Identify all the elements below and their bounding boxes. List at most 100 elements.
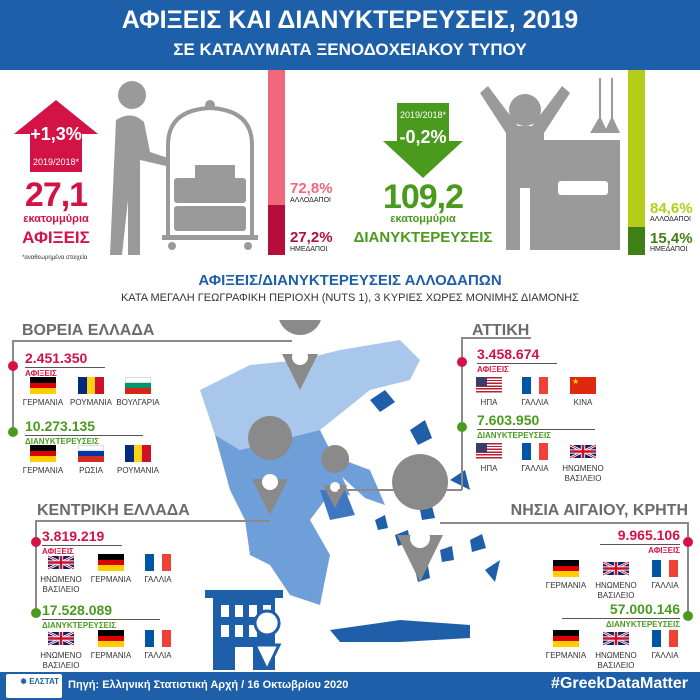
flag-uk-icon [48,554,74,571]
connector-line [687,522,689,616]
country-label: ΓΑΛΛΙΑ [651,581,679,590]
country-label: ΗΝΩΜΕΝΟ ΒΑΣΙΛΕΙΟ [595,651,637,670]
flag-ru-icon [78,445,104,462]
arrivals-label: ΑΦΙΞΕΙΣ [22,228,90,247]
connector-line [12,340,14,432]
nights-value: 109,2 [382,178,464,216]
flag-fr-icon [145,630,171,647]
nights-domestic-label: ΗΜΕΔΑΠΟΙ [650,246,688,253]
country-label: ΓΕΡΜΑΝΙΑ [545,651,587,660]
connector-line [35,520,270,522]
up-arrow-icon [14,100,98,172]
country-label: ΗΠΑ [480,464,498,473]
nights-change: -0,2% [399,127,447,147]
country-label: ΓΑΛΛΙΑ [521,398,549,407]
region-arrivals-value: 3.458.674 [477,346,540,362]
nights-domestic-pct: 15,4% [650,230,693,247]
arrivals-dot [31,537,41,547]
arrivals-share-bar [268,70,285,255]
elstat-logo: ✹ ΕΛΣΤΑΤ [6,674,62,698]
country-label: ΗΝΩΜΕΝΟ ΒΑΣΙΛΕΙΟ [40,651,82,670]
region-nights-label: ΔΙΑΝΥΚΤΕΡΕΥΣΕΙΣ [477,431,552,440]
region-arrivals-label: ΑΦΙΞΕΙΣ [648,546,680,555]
country-label: ΗΝΩΜΕΝΟ ΒΑΣΙΛΕΙΟ [595,581,637,600]
flag-bg-icon [125,377,151,394]
region-arrivals-value: 9.965.106 [617,527,680,543]
nights-unit: εκατομμύρια [390,213,456,225]
country-label: ΗΝΩΜΕΝΟ ΒΑΣΙΛΕΙΟ [40,575,82,594]
flag-fr-icon [652,630,678,647]
country-label: ΓΕΡΜΑΝΙΑ [545,581,587,590]
region-arrivals-label: ΑΦΙΞΕΙΣ [477,365,509,374]
arrivals-domestic-pct: 27,2% [290,229,333,246]
country-label: ΒΟΥΛΓΑΡΙΑ [116,398,160,407]
nights-dot [8,427,18,437]
footnote: *αναθεωρημένα στοιχεία [22,255,88,261]
bellhop-trolley-icon [110,81,258,255]
flag-uk-icon [48,630,74,647]
underline [25,435,143,436]
connector-line [35,520,37,614]
map-aegean-islands [330,390,500,642]
arrivals-foreign-label: ΑΛΛΟΔΑΠΟΙ [290,197,331,204]
connector-line [338,489,462,491]
nights-dot [457,422,467,432]
region-nights-value: 10.273.135 [25,418,96,434]
connector-line [461,337,463,490]
flag-ro-icon [125,445,151,462]
arrivals-change: +1,3% [30,124,82,144]
arrivals-value: 27,1 [24,176,88,214]
flag-cn-icon: ★ [570,377,596,394]
map-central-greece [215,430,350,605]
country-label: ΡΟΥΜΑΝΙΑ [70,398,112,407]
underline [42,619,160,620]
region-arrivals-label: ΑΦΙΞΕΙΣ [42,547,74,556]
country-label: ΓΕΡΜΑΝΙΑ [90,575,132,584]
region-nights-value: 7.603.950 [477,412,540,428]
arrivals-unit: εκατομμύρια [23,213,89,225]
nights-foreign-pct: 84,6% [650,200,693,217]
source-text: Πηγή: Ελληνική Στατιστική Αρχή / 16 Οκτω… [68,679,349,691]
connector-line [440,522,688,524]
flag-uk-icon [570,443,596,460]
hotel-building-icon [205,590,283,670]
region-nights-value: 57.000.146 [609,601,680,617]
flag-uk-icon [603,560,629,577]
underline [600,544,680,545]
flag-us-icon [476,377,502,394]
country-label: ΗΝΩΜΕΝΟ ΒΑΣΙΛΕΙΟ [562,464,604,483]
section-subtitle: ΚΑΤΑ ΜΕΓΑΛΗ ΓΕΩΓΡΑΦΙΚΗ ΠΕΡΙΟΧΗ (NUTS 1),… [120,292,580,304]
underline [42,545,122,546]
location-pin-icons [248,320,449,582]
arrivals-dot [8,361,18,371]
country-label: ΓΕΡΜΑΝΙΑ [90,651,132,660]
flag-fr-icon [522,377,548,394]
region-nights-value: 17.528.089 [42,602,113,618]
map-attica [320,490,355,520]
arrivals-dot [683,537,693,547]
down-arrow-icon [383,103,463,178]
flag-us-icon [476,443,502,460]
country-label: ΓΑΛΛΙΑ [651,651,679,660]
arrivals-dot [457,357,467,367]
region-title: ΝΗΣΙΑ ΑΙΓΑΙΟΥ, ΚΡΗΤΗ [510,502,688,519]
nights-label: ΔΙΑΝΥΚΤΕΡΕΥΣΕΙΣ [353,229,493,246]
country-label: ΗΠΑ [480,398,498,407]
nights-dot [683,611,693,621]
region-title: ΑΤΤΙΚΗ [472,322,530,339]
nights-period: 2019/2018* [399,110,447,120]
flag-fr-icon [522,443,548,460]
page-title: ΑΦΙΞΕΙΣ ΚΑΙ ΔΙΑΝΥΚΤΕΡΕΥΣΕΙΣ, 2019 [121,6,579,34]
flag-uk-icon [603,630,629,647]
region-arrivals-label: ΑΦΙΞΕΙΣ [25,369,57,378]
arrivals-domestic-label: ΗΜΕΔΑΠΟΙ [290,246,328,253]
guest-bed-icon [480,78,620,250]
section-title: ΑΦΙΞΕΙΣ/ΔΙΑΝΥΚΤΕΡΕΥΣΕΙΣ ΑΛΛΟΔΑΠΩΝ [198,272,502,289]
country-label: ΓΕΡΜΑΝΙΑ [22,466,64,475]
underline [25,367,105,368]
country-label: ΡΟΥΜΑΝΙΑ [117,466,159,475]
region-arrivals-value: 3.819.219 [42,528,105,544]
page-subtitle: ΣΕ ΚΑΤΑΛΥΜΑΤΑ ΞΕΝΟΔΟΧΕΙΑΚΟΥ ΤΥΠΟΥ [173,40,527,59]
region-title: ΒΟΡΕΙΑ ΕΛΛΑΔΑ [22,322,155,339]
flag-ro-icon [78,377,104,394]
